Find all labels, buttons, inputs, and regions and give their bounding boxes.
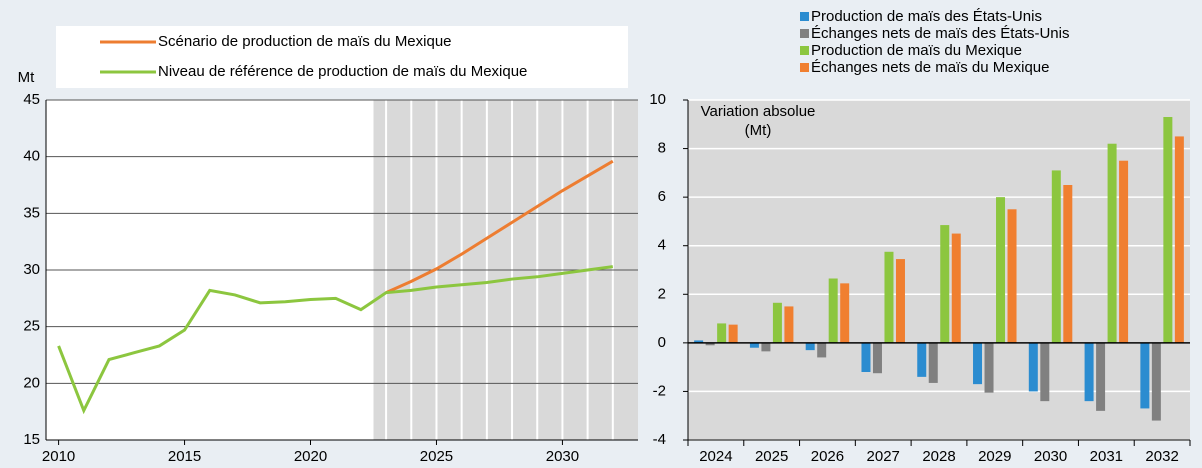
bar (840, 283, 850, 343)
y-tick-label: 40 (23, 148, 40, 165)
bar (884, 251, 894, 343)
bar (1140, 342, 1150, 409)
x-tick-label: 2030 (546, 448, 579, 465)
legend-box (56, 26, 628, 88)
y-tick-label: 0 (658, 334, 666, 351)
legend-swatch (800, 46, 809, 55)
y-tick-label: 15 (23, 431, 40, 448)
y-tick-label: 2 (658, 285, 666, 302)
legend-label: Échanges nets de maïs des États-Unis (811, 25, 1069, 42)
bar (694, 340, 704, 343)
x-tick-label: 2025 (420, 448, 453, 465)
y-tick-label: -4 (653, 431, 666, 448)
bar (996, 197, 1006, 343)
y-tick-label: 10 (649, 91, 666, 108)
bar (1040, 342, 1050, 402)
bar (1007, 209, 1017, 343)
line-series (385, 159, 614, 295)
x-tick-label: 2030 (1034, 448, 1067, 465)
y-tick-label: -2 (653, 382, 666, 399)
bar (984, 342, 994, 393)
bar (1174, 136, 1184, 343)
x-tick-label: 2010 (42, 448, 75, 465)
y-tick-label: 4 (658, 237, 666, 254)
legend-label: Scénario de production de maïs du Mexiqu… (158, 33, 452, 50)
x-tick-label: 2015 (168, 448, 201, 465)
bar (772, 302, 782, 343)
line-series (57, 265, 614, 415)
x-tick-label: 2032 (1145, 448, 1178, 465)
bar (784, 306, 794, 343)
bar (749, 342, 759, 348)
bar (761, 342, 771, 352)
y-tick-label: 6 (658, 188, 666, 205)
annotation: Variation absolue (Mt) (700, 103, 816, 139)
y-tick-label: 8 (658, 140, 666, 157)
x-tick-label: 2026 (811, 448, 844, 465)
x-tick-label: 2027 (867, 448, 900, 465)
bar (828, 278, 838, 343)
bar (1151, 342, 1161, 421)
bar (861, 342, 871, 372)
y-tick-label: 35 (23, 204, 40, 221)
legend-label: Niveau de référence de production de maï… (158, 63, 527, 80)
x-tick-label: 2025 (755, 448, 788, 465)
x-tick-label: 2029 (978, 448, 1011, 465)
bar (1028, 342, 1038, 392)
bar (917, 342, 927, 377)
y-tick-label: 25 (23, 318, 40, 335)
bar (872, 342, 882, 374)
bar (817, 342, 827, 358)
bar (973, 342, 983, 385)
legend-swatch (800, 29, 809, 38)
legend-label: Production de maïs des États-Unis (811, 8, 1042, 25)
x-tick-label: 2031 (1090, 448, 1123, 465)
bar (1063, 185, 1073, 343)
legend-label: Échanges nets de maïs du Mexique (811, 59, 1049, 76)
legend-label: Production de maïs du Mexique (811, 42, 1022, 59)
x-tick-label: 2028 (922, 448, 955, 465)
bar (717, 323, 727, 343)
bar (805, 342, 815, 351)
x-tick-label: 2024 (699, 448, 732, 465)
bar (1107, 143, 1117, 343)
bar (895, 259, 905, 343)
bar (728, 324, 738, 343)
bar (1119, 160, 1129, 343)
bar (940, 225, 950, 343)
y-axis-label: Mt (18, 69, 35, 86)
y-tick-label: 30 (23, 261, 40, 278)
x-tick-label: 2020 (294, 448, 327, 465)
legend-swatch (800, 63, 809, 72)
y-tick-label: 20 (23, 374, 40, 391)
bar (928, 342, 938, 383)
y-tick-label: 45 (23, 91, 40, 108)
bar (705, 342, 715, 346)
bar (1084, 342, 1094, 402)
bar (1096, 342, 1106, 411)
bar (951, 233, 961, 343)
legend-swatch (800, 12, 809, 21)
bar (1051, 170, 1061, 343)
bar (1163, 117, 1173, 343)
plot-area (688, 100, 1190, 440)
